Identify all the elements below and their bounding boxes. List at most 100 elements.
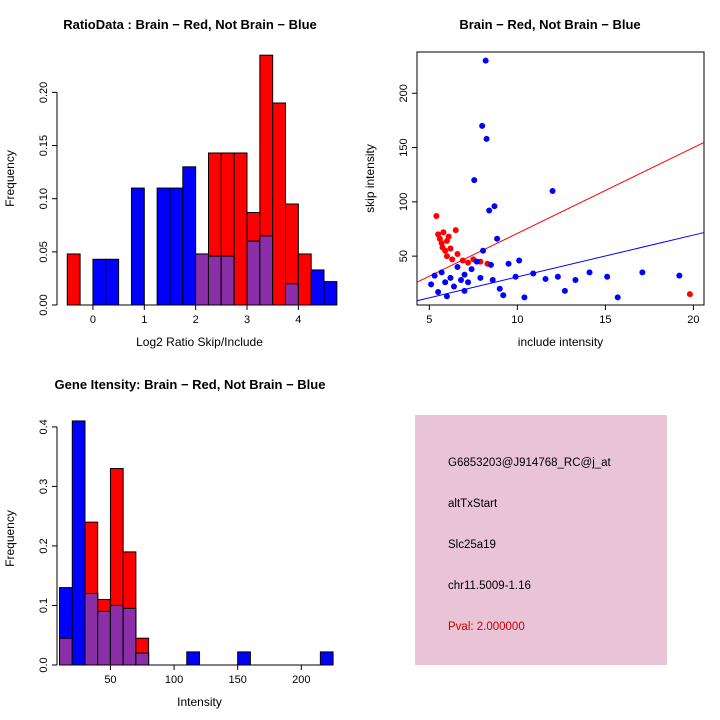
y-tick-label: 200 [398, 84, 410, 102]
intensity-scatter-title: Brain − Red, Not Brain − Blue [459, 17, 641, 32]
point-blue [461, 271, 468, 278]
genomic-location: chr11.5009-1.16 [448, 580, 531, 592]
y-axis-label: Frequency [3, 510, 17, 567]
hist-bar-overlap [195, 253, 209, 306]
point-blue [676, 272, 683, 279]
point-red [454, 250, 461, 257]
point-blue [450, 283, 457, 290]
info-box: G6853203@J914768_RC@j_at altTxStart Slc2… [415, 415, 667, 665]
hist-bar-red [233, 152, 248, 306]
hist-bar-overlap [135, 652, 150, 666]
point-blue [438, 269, 445, 276]
point-blue [494, 235, 501, 242]
hist-bar-blue [319, 651, 334, 666]
point-blue [431, 272, 438, 279]
point-blue [491, 203, 498, 210]
y-axis-label: Frequency [3, 150, 17, 207]
point-blue [521, 294, 528, 301]
point-blue [549, 187, 556, 194]
x-tick-label: 0 [90, 314, 96, 326]
panel-ratio-histogram: RatioData : Brain − Red, Not Brain − Blu… [0, 0, 360, 360]
hist-bar-overlap [285, 283, 299, 306]
y-tick-label: 0.2 [38, 538, 50, 553]
point-blue [496, 285, 503, 292]
hist-bar-overlap [59, 637, 73, 666]
hist-bar-red [272, 102, 287, 306]
point-blue [561, 287, 568, 294]
panel-intensity-scatter: Brain − Red, Not Brain − Blue 5 10 15 20 50 1… [360, 0, 720, 360]
hist-bar-blue [237, 651, 251, 666]
point-blue [487, 261, 494, 268]
point-blue [516, 257, 523, 264]
point-blue [477, 274, 484, 281]
point-blue [435, 288, 442, 295]
x-tick-label: 150 [228, 674, 246, 686]
x-tick-label: 1 [141, 314, 147, 326]
hist-bar-overlap [207, 255, 222, 306]
point-red [686, 291, 693, 298]
point-blue [483, 135, 490, 142]
ratio-histogram-title: RatioData : Brain − Red, Not Brain − Blu… [63, 17, 317, 32]
y-tick-label: 0.1 [38, 598, 50, 613]
point-red [452, 227, 459, 234]
point-blue [479, 122, 486, 129]
hist-bar-blue [182, 166, 197, 306]
point-blue [443, 293, 450, 300]
panel-gene-intensity-histogram: Gene Itensity: Brain − Red, Not Brain − … [0, 360, 360, 720]
hist-bar-overlap [109, 604, 124, 666]
point-blue [461, 287, 468, 294]
plot-box [416, 51, 705, 306]
point-blue [442, 279, 449, 286]
hist-bar-blue [130, 187, 145, 306]
point-blue [486, 207, 493, 214]
point-red [442, 247, 449, 254]
x-tick-label: 2 [193, 314, 199, 326]
hist-bar-blue [156, 187, 171, 306]
point-blue [639, 269, 646, 276]
hist-bar-overlap [122, 607, 137, 666]
gene-name: Slc25a19 [448, 539, 496, 551]
hist-bar-blue [105, 258, 120, 306]
x-tick-label: 5 [426, 314, 432, 326]
point-blue [554, 273, 561, 280]
x-tick-label: 20 [687, 314, 699, 326]
gene-intensity-plot: 50 100 150 200 0.0 0.1 0.2 0.3 0.4 Intensity Frequ… [3, 419, 334, 709]
probe-id: G6853203@J914768_RC@j_at [448, 457, 611, 469]
y-axis-label: skip intensity [363, 144, 377, 213]
x-tick-label: 4 [295, 314, 301, 326]
y-tick-label: 0.15 [38, 135, 50, 156]
x-axis-label: Intensity [177, 695, 222, 709]
panel-info: G6853203@J914768_RC@j_at altTxStart Slc2… [360, 360, 720, 720]
hist-bar-overlap [259, 235, 274, 306]
y-tick-label: 100 [398, 193, 410, 211]
point-red [459, 257, 466, 264]
point-blue [542, 275, 549, 282]
hist-bar-red [297, 253, 312, 306]
hist-bar-overlap [246, 240, 261, 306]
y-tick-label: 0.0 [38, 657, 50, 672]
point-blue [473, 258, 480, 265]
point-blue [572, 277, 579, 284]
hist-bar-overlap [97, 610, 111, 666]
point-blue [465, 279, 472, 286]
point-red [445, 233, 452, 240]
x-tick-label: 100 [165, 674, 183, 686]
point-red [465, 259, 472, 266]
point-blue [586, 269, 593, 276]
y-tick-label: 150 [398, 138, 410, 156]
hist-bar-blue [186, 651, 200, 666]
y-tick-label: 0.4 [38, 419, 50, 434]
point-blue [500, 292, 507, 299]
point-blue [614, 294, 621, 301]
gene-intensity-title: Gene Itensity: Brain − Red, Not Brain − … [54, 377, 326, 392]
point-blue [530, 270, 537, 277]
x-axis-label: include intensity [518, 335, 603, 349]
event-type: altTxStart [448, 498, 498, 510]
point-blue [489, 277, 496, 284]
y-tick-label: 0.00 [38, 294, 50, 315]
point-blue [604, 273, 611, 280]
point-red [449, 256, 456, 263]
ratio-histogram-plot: 0 1 2 3 4 0.00 0.05 0.10 0.15 0.20 Log2 Ratio Skip… [3, 54, 338, 349]
point-blue [458, 277, 465, 284]
